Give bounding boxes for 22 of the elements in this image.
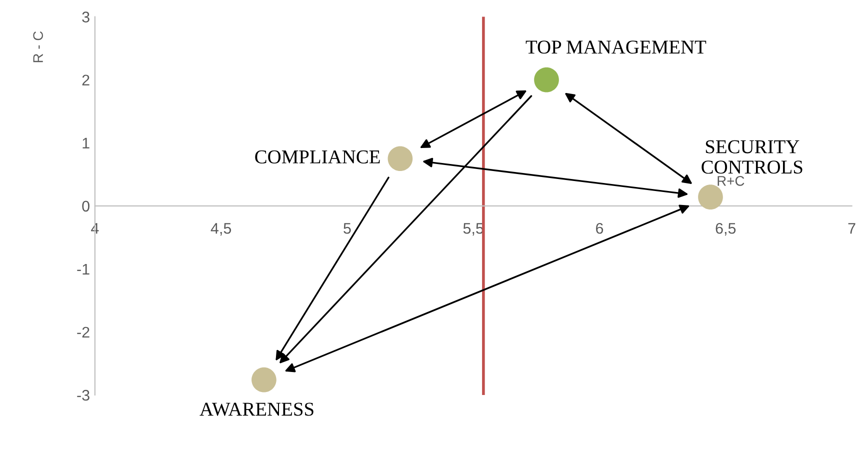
x-tick-label: 6,5 bbox=[716, 222, 736, 236]
y-tick-label: -1 bbox=[77, 264, 90, 274]
point bbox=[252, 367, 276, 392]
point bbox=[534, 67, 559, 92]
point bbox=[698, 184, 723, 210]
y-tick-label: 0 bbox=[82, 200, 90, 212]
y-tick-label: -2 bbox=[77, 326, 90, 338]
series-label: COMPLIANCE bbox=[255, 150, 380, 164]
series-label: SECURITY CONTROLS bbox=[702, 140, 802, 174]
y-tick-label: 3 bbox=[82, 12, 90, 22]
point bbox=[388, 146, 413, 172]
y-axis-title: R - C bbox=[33, 31, 43, 62]
x-axis-title: R+C bbox=[718, 176, 744, 186]
x-tick-label: 6 bbox=[596, 222, 604, 234]
y-tick-label: 1 bbox=[82, 138, 90, 148]
x-tick-label: 5 bbox=[344, 223, 351, 234]
y-tick-label: 2 bbox=[82, 74, 90, 86]
series-label: TOP MANAGEMENT bbox=[526, 40, 706, 54]
y-tick-label: -3 bbox=[77, 390, 90, 401]
x-tick-label: 4,5 bbox=[210, 223, 232, 236]
x-tick-label: 7 bbox=[848, 223, 856, 234]
series-label: AWARENESS bbox=[200, 402, 314, 416]
